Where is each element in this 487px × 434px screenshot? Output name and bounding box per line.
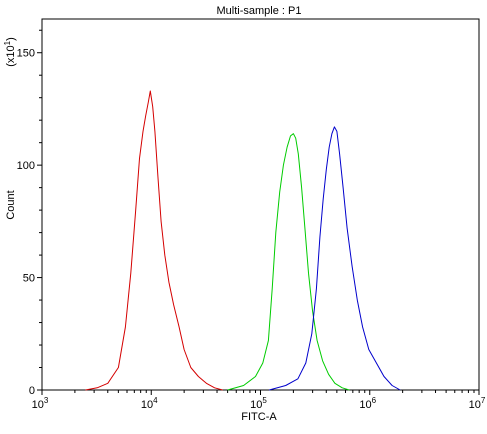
x-axis-ticks: 103 104 105 106 107 (32, 390, 486, 411)
y-tick-label: 0 (29, 385, 35, 397)
y-tick-label: 50 (23, 273, 35, 285)
histogram-series-3 (269, 126, 401, 391)
x-tick-label: 106 (359, 396, 376, 411)
histogram-series-1 (85, 90, 223, 391)
plot-frame (41, 18, 480, 391)
y-multiplier-exponent: 1 (3, 40, 12, 45)
y-axis-ticks: 0 50 100 150 (17, 29, 42, 397)
y-multiplier-suffix: ) (5, 37, 17, 41)
series-layer (85, 90, 401, 391)
histogram-series-2 (227, 133, 350, 391)
y-tick-label: 100 (17, 160, 35, 172)
y-axis-title: Count (5, 190, 17, 219)
y-tick-label: 150 (17, 48, 35, 60)
x-tick-label: 105 (250, 396, 267, 411)
svg-text:(x101): (x101) (3, 37, 17, 67)
x-tick-label: 107 (469, 396, 486, 411)
x-tick-label: 103 (32, 396, 49, 411)
x-axis-title: FITC-A (241, 411, 277, 423)
y-multiplier-label: (x101) (3, 37, 17, 67)
y-multiplier-prefix: (x10 (5, 45, 17, 66)
chart-title: Multi-sample : P1 (217, 5, 302, 17)
x-tick-label: 104 (141, 396, 158, 411)
